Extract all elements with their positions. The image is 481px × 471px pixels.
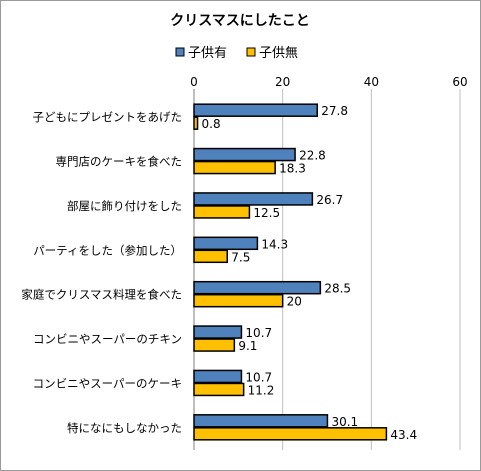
data-label-series-2: 11.2 (248, 383, 275, 397)
data-label-series-1: 30.1 (331, 415, 358, 429)
x-tick-label: 60 (452, 75, 467, 89)
x-tick-label: 20 (275, 75, 290, 89)
x-tick-label: 40 (364, 75, 379, 89)
category-labels: 子どもにプレゼントをあげた専門店のケーキを食べた部屋に飾り付けをしたパーティをし… (21, 110, 182, 435)
bar-series-1 (193, 192, 314, 206)
bar-series-2 (193, 338, 236, 352)
bar-series-2 (193, 160, 276, 175)
category-label: 部屋に飾り付けをした (67, 199, 182, 213)
category-label: 専門店のケーキを食べた (56, 155, 183, 169)
data-label-series-1: 10.7 (245, 326, 272, 340)
data-label-series-2: 12.5 (253, 206, 280, 220)
bar-series-1 (193, 236, 259, 251)
data-label-series-2: 18.3 (279, 162, 306, 176)
data-label-series-2: 0.8 (202, 117, 221, 131)
category-label: 家庭でクリスマス料理を食べた (21, 288, 182, 302)
chart-title: クリスマスにしたこと (170, 13, 310, 29)
data-label-series-1: 26.7 (316, 193, 343, 207)
bar-series-1 (193, 369, 243, 384)
bar-series-1 (193, 147, 296, 162)
data-label-series-1: 27.8 (321, 104, 348, 118)
bar-series-2 (193, 382, 245, 397)
data-label-series-2: 20 (287, 295, 302, 309)
bar-series-1 (193, 280, 322, 295)
bar-series-2 (193, 427, 388, 441)
data-label-series-1: 28.5 (324, 282, 351, 296)
data-label-series-2: 7.5 (231, 250, 250, 264)
category-label: 特になにもしなかった (67, 421, 182, 435)
legend-swatch-series-1 (175, 47, 185, 57)
category-label: 子どもにプレゼントをあげた (33, 110, 183, 124)
legend-label-series-2: 子供無 (259, 46, 298, 61)
data-label-series-1: 10.7 (245, 370, 272, 384)
data-label-series-1: 14.3 (261, 237, 288, 251)
data-label-series-2: 9.1 (238, 339, 257, 353)
data-label-series-1: 22.8 (299, 149, 326, 163)
bar-series-2 (193, 249, 228, 264)
bars (193, 103, 388, 441)
bar-series-2 (193, 293, 284, 308)
legend-label-series-1: 子供有 (188, 46, 227, 61)
legend: 子供有 子供無 (175, 46, 298, 61)
x-tick-label: 0 (190, 75, 198, 89)
bar-series-1 (193, 103, 318, 117)
x-axis-ticks: 0 20 40 60 (190, 75, 467, 89)
bar-series-1 (193, 414, 329, 428)
category-label: コンビニやスーパーのケーキ (33, 376, 182, 390)
legend-swatch-series-2 (246, 47, 256, 57)
bar-series-2 (193, 116, 199, 130)
bar-series-2 (193, 205, 251, 219)
bar-series-1 (193, 325, 243, 339)
data-label-series-2: 43.4 (390, 428, 417, 442)
data-labels: 27.8 0.8 22.818.3 26.7 12.5 14.3 7.5 28.5 20 10.7… (202, 104, 418, 442)
category-label: パーティをした（参加した） (33, 243, 182, 257)
category-label: コンビニやスーパーのチキン (33, 332, 182, 346)
